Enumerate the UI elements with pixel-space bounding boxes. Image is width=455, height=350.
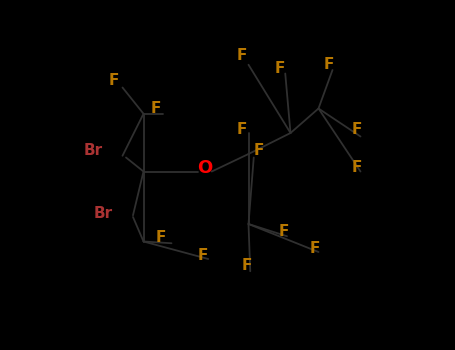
Text: F: F [198,248,208,263]
Text: F: F [352,161,362,175]
Text: F: F [242,259,252,273]
Text: O: O [197,159,212,177]
Text: F: F [236,49,247,63]
Text: Br: Br [83,143,102,158]
Text: F: F [236,122,247,137]
Text: F: F [324,57,334,72]
Text: F: F [254,143,264,158]
Text: F: F [109,73,119,88]
Text: F: F [310,241,320,256]
Text: F: F [156,231,166,245]
Text: F: F [278,224,288,238]
Text: F: F [275,61,285,76]
Text: Br: Br [94,206,113,221]
Text: F: F [151,101,161,116]
Text: F: F [352,122,362,137]
